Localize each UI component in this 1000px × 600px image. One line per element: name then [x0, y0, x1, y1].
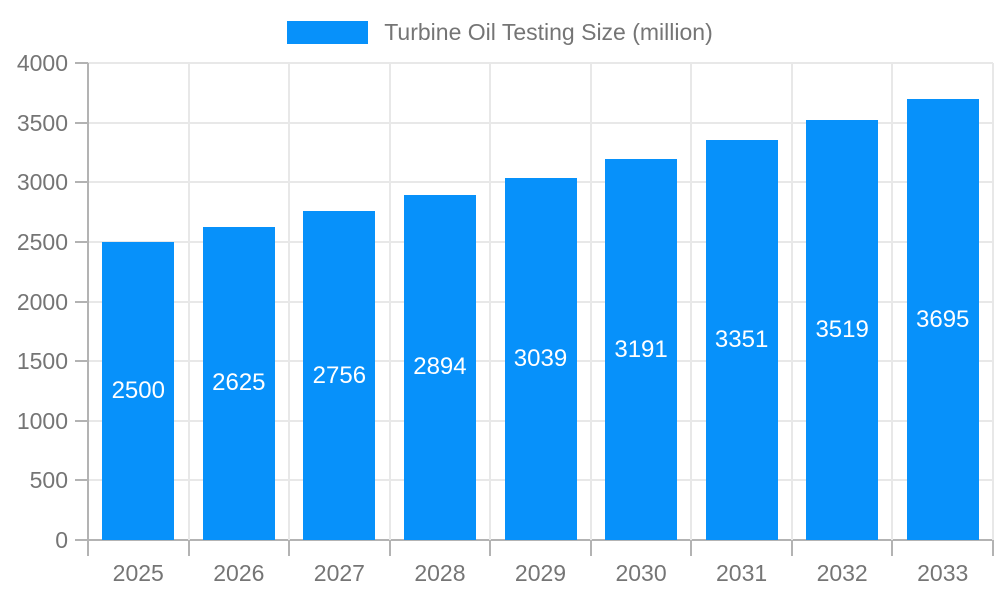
x-tick-label: 2026 — [213, 560, 265, 586]
y-tick-label: 0 — [55, 527, 68, 553]
x-tick-mark — [891, 540, 894, 556]
x-tick-label: 2025 — [112, 560, 164, 586]
bar-value-label: 3191 — [614, 335, 668, 363]
chart-legend: Turbine Oil Testing Size (million) — [0, 16, 1000, 48]
y-tick-mark — [75, 539, 88, 541]
bar-value-label: 2894 — [413, 353, 467, 381]
bar[interactable]: 2625 — [202, 226, 275, 540]
y-tick-mark — [75, 300, 88, 303]
y-tick-mark — [75, 360, 88, 363]
x-tick-mark — [489, 540, 492, 556]
x-gridline — [388, 63, 391, 540]
bar[interactable]: 3519 — [806, 120, 879, 540]
y-tick-mark — [75, 121, 88, 124]
x-tick-label: 2028 — [414, 560, 466, 586]
legend-label: Turbine Oil Testing Size (million) — [384, 18, 713, 45]
x-tick-label: 2032 — [816, 560, 868, 586]
bar[interactable]: 3351 — [705, 140, 778, 540]
x-gridline — [891, 63, 894, 540]
bar[interactable]: 2756 — [303, 211, 376, 540]
x-tick-label: 2027 — [313, 560, 365, 586]
y-tick-label: 4000 — [16, 50, 68, 76]
x-tick-mark — [790, 540, 793, 556]
y-tick-mark — [75, 181, 88, 184]
y-axis-line — [87, 63, 89, 556]
y-tick-label: 2000 — [16, 288, 68, 315]
x-gridline — [589, 63, 592, 540]
x-gridline — [489, 63, 492, 540]
x-gridline — [690, 63, 693, 540]
bar-value-label: 3519 — [815, 316, 869, 344]
y-gridline — [88, 62, 993, 64]
x-tick-mark — [589, 540, 592, 556]
x-tick-mark — [388, 540, 391, 556]
bar-value-label: 2756 — [312, 361, 367, 389]
y-tick-label: 500 — [29, 467, 68, 494]
x-tick-label: 2029 — [514, 560, 567, 586]
bar-value-label: 2625 — [212, 369, 266, 397]
y-tick-label: 2500 — [16, 228, 68, 255]
x-gridline — [288, 63, 291, 540]
x-gridline — [992, 63, 994, 540]
bar[interactable]: 3039 — [504, 177, 577, 540]
bar-value-label: 3351 — [714, 326, 769, 354]
y-tick-mark — [75, 62, 88, 64]
y-gridline — [88, 121, 993, 124]
bar[interactable]: 2500 — [102, 241, 175, 540]
x-axis-baseline — [88, 539, 993, 541]
y-tick-mark — [75, 479, 88, 482]
x-tick-mark — [992, 540, 994, 556]
y-tick-label: 1000 — [16, 407, 68, 434]
x-tick-label: 2031 — [716, 560, 768, 586]
x-tick-label: 2030 — [615, 560, 667, 586]
y-tick-label: 3000 — [16, 169, 68, 196]
x-tick-label: 2033 — [917, 560, 969, 586]
x-tick-mark — [187, 540, 190, 556]
bar-value-label: 2500 — [111, 376, 165, 404]
y-tick-label: 3500 — [16, 109, 68, 136]
x-tick-mark — [690, 540, 693, 556]
y-tick-label: 1500 — [16, 348, 68, 375]
y-tick-mark — [75, 240, 88, 243]
bar-value-label: 3039 — [513, 344, 568, 372]
bar-value-label: 3695 — [916, 305, 970, 333]
bar[interactable]: 2894 — [403, 194, 476, 540]
x-gridline — [187, 63, 190, 540]
bar[interactable]: 3695 — [906, 99, 979, 540]
legend-color-swatch — [287, 20, 369, 44]
y-tick-mark — [75, 419, 88, 422]
bar[interactable]: 3191 — [605, 159, 678, 540]
x-gridline — [790, 63, 793, 540]
x-tick-mark — [288, 540, 291, 556]
